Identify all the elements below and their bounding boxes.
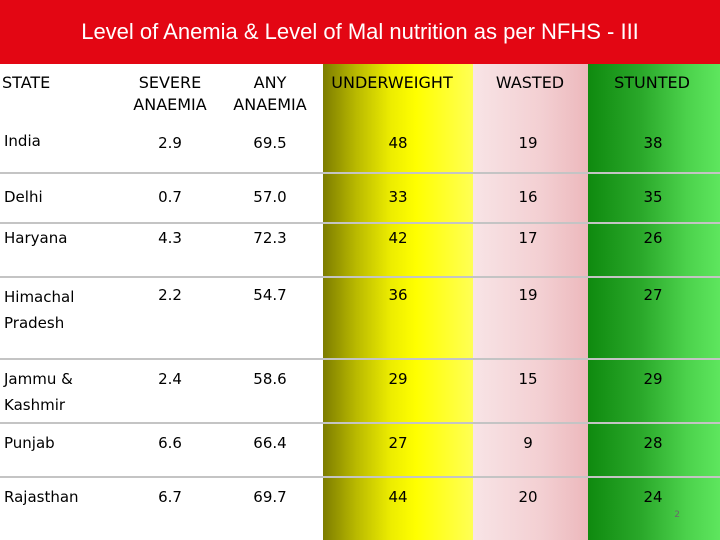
table-cell-stunted: 28 bbox=[643, 434, 663, 452]
header-wasted: WASTED bbox=[495, 73, 565, 92]
header-severe-anaemia: SEVERE ANAEMIA bbox=[115, 72, 225, 116]
table-cell-severe: 4.3 bbox=[158, 229, 182, 247]
table-cell-underweight: 44 bbox=[388, 488, 408, 506]
header-severe-line2: ANAEMIA bbox=[133, 95, 207, 114]
row-divider bbox=[0, 276, 720, 278]
table-row-state: Punjab bbox=[4, 434, 55, 452]
row-divider bbox=[0, 222, 720, 224]
table-row-state: Rajasthan bbox=[4, 488, 79, 506]
wasted-column-background bbox=[473, 64, 588, 540]
table-cell-any: 57.0 bbox=[253, 188, 287, 206]
table-cell-any: 66.4 bbox=[253, 434, 287, 452]
table-row-state: India bbox=[4, 132, 41, 150]
header-underweight: UNDERWEIGHT bbox=[331, 73, 453, 92]
table-cell-stunted: 35 bbox=[643, 188, 663, 206]
table-row-state: Himachal Pradesh bbox=[4, 284, 74, 336]
row-divider bbox=[0, 172, 720, 174]
table-row-state: Delhi bbox=[4, 188, 43, 206]
state-line1: Himachal bbox=[4, 288, 75, 306]
table-cell-underweight: 27 bbox=[388, 434, 408, 452]
table-cell-stunted: 24 bbox=[643, 488, 663, 506]
row-divider bbox=[0, 422, 720, 424]
table-cell-underweight: 36 bbox=[388, 286, 408, 304]
state-line2: Kashmir bbox=[4, 396, 66, 414]
table-cell-wasted: 20 bbox=[518, 488, 538, 506]
table-cell-underweight: 42 bbox=[388, 229, 408, 247]
state-line2: Pradesh bbox=[4, 314, 65, 332]
table-cell-severe: 2.9 bbox=[158, 134, 182, 152]
table-row-state: Jammu & Kashmir bbox=[4, 366, 73, 418]
table-cell-any: 54.7 bbox=[253, 286, 287, 304]
header-any-line2: ANAEMIA bbox=[233, 95, 307, 114]
table-cell-severe: 0.7 bbox=[158, 188, 182, 206]
table-cell-underweight: 33 bbox=[388, 188, 408, 206]
header-any-anaemia: ANY ANAEMIA bbox=[215, 72, 325, 116]
table-cell-any: 69.5 bbox=[253, 134, 287, 152]
row-divider bbox=[0, 358, 720, 360]
header-any-line1: ANY bbox=[253, 73, 287, 92]
table-cell-stunted: 29 bbox=[643, 370, 663, 388]
header-stunted: STUNTED bbox=[614, 73, 690, 92]
table-cell-wasted: 16 bbox=[518, 188, 538, 206]
table-cell-wasted: 19 bbox=[518, 286, 538, 304]
table-cell-severe: 2.2 bbox=[158, 286, 182, 304]
table-cell-severe: 6.6 bbox=[158, 434, 182, 452]
table-cell-wasted: 15 bbox=[518, 370, 538, 388]
state-line1: Jammu & bbox=[4, 370, 73, 388]
table-cell-stunted: 27 bbox=[643, 286, 663, 304]
table-cell-wasted: 17 bbox=[518, 229, 538, 247]
slide-title: Level of Anemia & Level of Mal nutrition… bbox=[0, 0, 720, 64]
table-cell-stunted: 38 bbox=[643, 134, 663, 152]
data-table: STATE SEVERE ANAEMIA ANY ANAEMIA UNDERWE… bbox=[0, 64, 720, 540]
row-divider bbox=[0, 476, 720, 478]
table-cell-underweight: 48 bbox=[388, 134, 408, 152]
table-cell-any: 69.7 bbox=[253, 488, 287, 506]
header-severe-line1: SEVERE bbox=[138, 73, 202, 92]
table-cell-stunted: 26 bbox=[643, 229, 663, 247]
slide-number: 2 bbox=[674, 510, 680, 520]
underweight-column-background bbox=[323, 64, 473, 540]
table-cell-wasted: 19 bbox=[518, 134, 538, 152]
table-cell-any: 58.6 bbox=[253, 370, 287, 388]
table-cell-underweight: 29 bbox=[388, 370, 408, 388]
table-cell-any: 72.3 bbox=[253, 229, 287, 247]
table-cell-wasted: 9 bbox=[523, 434, 533, 452]
stunted-column-background bbox=[588, 64, 720, 540]
table-row-state: Haryana bbox=[4, 229, 68, 247]
table-cell-severe: 6.7 bbox=[158, 488, 182, 506]
table-cell-severe: 2.4 bbox=[158, 370, 182, 388]
header-state: STATE bbox=[2, 73, 51, 92]
